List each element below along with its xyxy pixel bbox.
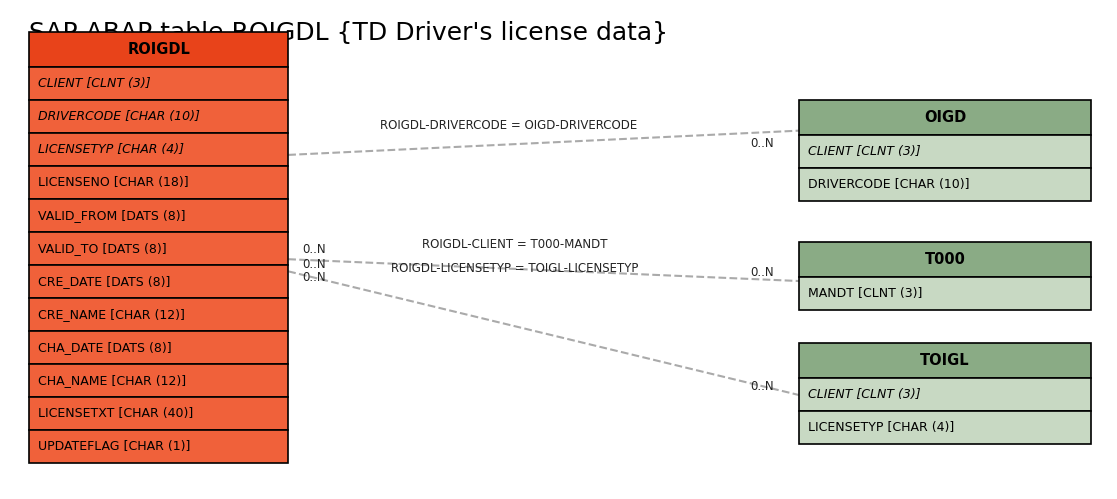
Text: LICENSETYP [CHAR (4)]: LICENSETYP [CHAR (4)]	[808, 421, 954, 434]
FancyBboxPatch shape	[29, 364, 288, 397]
Text: ROIGDL-LICENSETYP = TOIGL-LICENSETYP: ROIGDL-LICENSETYP = TOIGL-LICENSETYP	[391, 262, 638, 275]
Text: CLIENT [CLNT (3)]: CLIENT [CLNT (3)]	[808, 388, 920, 401]
Text: 0..N: 0..N	[750, 266, 774, 279]
Text: DRIVERCODE [CHAR (10)]: DRIVERCODE [CHAR (10)]	[38, 110, 200, 123]
FancyBboxPatch shape	[29, 265, 288, 298]
Text: 0..N: 0..N	[750, 137, 774, 150]
Text: CHA_DATE [DATS (8)]: CHA_DATE [DATS (8)]	[38, 341, 171, 354]
FancyBboxPatch shape	[29, 397, 288, 430]
Text: VALID_FROM [DATS (8)]: VALID_FROM [DATS (8)]	[38, 209, 185, 222]
Text: VALID_TO [DATS (8)]: VALID_TO [DATS (8)]	[38, 242, 166, 255]
FancyBboxPatch shape	[29, 199, 288, 232]
FancyBboxPatch shape	[799, 343, 1091, 378]
Text: LICENSETXT [CHAR (40)]: LICENSETXT [CHAR (40)]	[38, 407, 193, 420]
Text: CRE_DATE [DATS (8)]: CRE_DATE [DATS (8)]	[38, 275, 170, 288]
Text: 0..N: 0..N	[750, 380, 774, 393]
FancyBboxPatch shape	[799, 100, 1091, 135]
Text: 0..N: 0..N	[303, 257, 326, 270]
Text: CRE_NAME [CHAR (12)]: CRE_NAME [CHAR (12)]	[38, 308, 184, 321]
FancyBboxPatch shape	[799, 135, 1091, 168]
Text: 0..N: 0..N	[303, 271, 326, 284]
FancyBboxPatch shape	[799, 242, 1091, 277]
Text: ROIGDL: ROIGDL	[127, 42, 190, 57]
Text: CHA_NAME [CHAR (12)]: CHA_NAME [CHAR (12)]	[38, 374, 185, 387]
FancyBboxPatch shape	[29, 32, 288, 67]
FancyBboxPatch shape	[29, 430, 288, 463]
FancyBboxPatch shape	[29, 133, 288, 166]
Text: UPDATEFLAG [CHAR (1)]: UPDATEFLAG [CHAR (1)]	[38, 440, 190, 453]
Text: LICENSETYP [CHAR (4)]: LICENSETYP [CHAR (4)]	[38, 143, 184, 156]
Text: CLIENT [CLNT (3)]: CLIENT [CLNT (3)]	[808, 145, 920, 158]
FancyBboxPatch shape	[29, 232, 288, 265]
Text: DRIVERCODE [CHAR (10)]: DRIVERCODE [CHAR (10)]	[808, 178, 970, 191]
FancyBboxPatch shape	[29, 100, 288, 133]
FancyBboxPatch shape	[29, 166, 288, 199]
Text: 0..N: 0..N	[303, 243, 326, 256]
FancyBboxPatch shape	[29, 298, 288, 331]
Text: T000: T000	[925, 252, 965, 267]
FancyBboxPatch shape	[29, 67, 288, 100]
FancyBboxPatch shape	[799, 411, 1091, 444]
Text: LICENSENO [CHAR (18)]: LICENSENO [CHAR (18)]	[38, 176, 189, 189]
Text: OIGD: OIGD	[924, 110, 966, 125]
Text: ROIGDL-DRIVERCODE = OIGD-DRIVERCODE: ROIGDL-DRIVERCODE = OIGD-DRIVERCODE	[380, 119, 638, 132]
FancyBboxPatch shape	[29, 331, 288, 364]
Text: ROIGDL-CLIENT = T000-MANDT: ROIGDL-CLIENT = T000-MANDT	[421, 238, 608, 251]
FancyBboxPatch shape	[799, 378, 1091, 411]
Text: TOIGL: TOIGL	[920, 353, 970, 368]
Text: SAP ABAP table ROIGDL {TD Driver's license data}: SAP ABAP table ROIGDL {TD Driver's licen…	[29, 21, 668, 45]
Text: MANDT [CLNT (3)]: MANDT [CLNT (3)]	[808, 287, 923, 300]
FancyBboxPatch shape	[799, 277, 1091, 310]
FancyBboxPatch shape	[799, 168, 1091, 201]
Text: CLIENT [CLNT (3)]: CLIENT [CLNT (3)]	[38, 77, 151, 90]
